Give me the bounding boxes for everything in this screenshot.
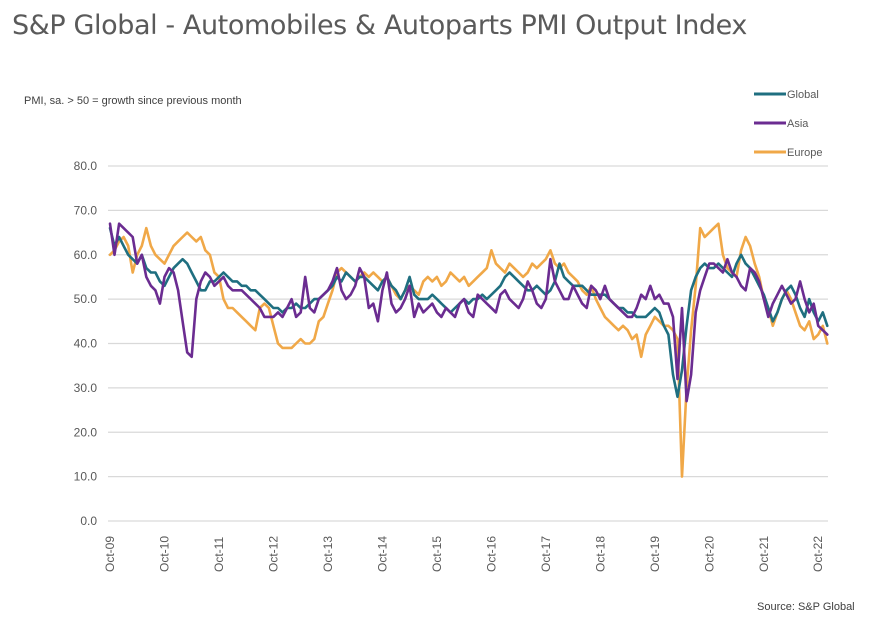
y-axis-ticks: 0.0 10.0 20.0 30.0 40.0 50.0 60.0 70.0 80.0 [74,159,98,528]
legend: Global Asia Europe [754,89,822,159]
y-tick-label: 60.0 [74,248,98,262]
x-tick-label: Oct-12 [266,536,280,572]
series-line-asia [108,222,829,403]
series-line-europe [108,222,829,478]
y-tick-label: 30.0 [74,381,98,395]
x-tick-label: Oct-17 [539,536,553,572]
x-tick-label: Oct-21 [757,536,771,572]
y-tick-label: 70.0 [74,203,98,217]
source-note: Source: S&P Global [757,601,855,613]
chart-subtitle: PMI, sa. > 50 = growth since previous mo… [24,95,242,107]
y-tick-label: 10.0 [74,470,98,484]
legend-label-europe: Europe [787,147,822,159]
x-tick-label: Oct-14 [375,536,389,572]
chart-title: S&P Global - Automobiles & Autoparts PMI… [12,10,747,41]
y-tick-label: 20.0 [74,425,98,439]
x-tick-label: Oct-19 [648,536,662,572]
series-lines [108,222,829,478]
legend-label-global: Global [787,89,819,101]
x-axis-ticks: Oct-09 Oct-10 Oct-11 Oct-12 Oct-13 Oct-14 Oct-… [103,536,825,572]
x-tick-label: Oct-09 [103,536,117,572]
y-tick-label: 50.0 [74,292,98,306]
legend-label-asia: Asia [787,118,809,130]
x-tick-label: Oct-22 [811,536,825,572]
x-tick-label: Oct-15 [430,536,444,572]
y-tick-label: 80.0 [74,159,98,173]
gridlines [108,165,828,522]
x-tick-label: Oct-10 [157,536,171,572]
x-tick-label: Oct-13 [321,536,335,572]
x-tick-label: Oct-18 [593,536,607,572]
y-tick-label: 0.0 [80,514,97,528]
x-tick-label: Oct-16 [484,536,498,572]
x-tick-label: Oct-20 [702,536,716,572]
y-tick-label: 40.0 [74,337,98,351]
x-tick-label: Oct-11 [212,537,226,572]
